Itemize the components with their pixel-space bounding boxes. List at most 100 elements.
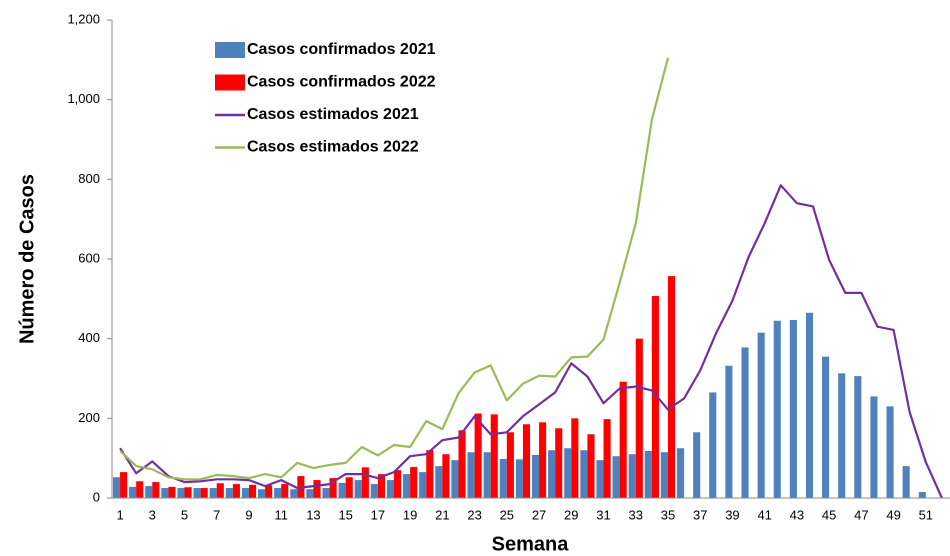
x-tick-label: 15 [338,507,352,522]
line [119,184,943,499]
bar [677,448,685,498]
bar [313,480,321,498]
bar [805,312,814,498]
legend-swatch [215,42,245,58]
bar [361,467,369,498]
bar [644,450,652,498]
bar [822,356,830,498]
bar [232,484,240,498]
bar [442,454,450,498]
bar [467,452,475,498]
y-tick-label: 200 [78,410,100,425]
bar [531,454,540,498]
y-axis-title: Número de Casos [16,174,38,344]
bar [458,430,466,498]
bar [555,428,563,498]
legend-label: Casos estimados 2021 [247,106,419,123]
x-tick-label: 19 [403,507,417,522]
bar [152,482,160,498]
legend-label: Casos confirmados 2022 [247,74,436,91]
x-tick-label: 1 [116,507,123,522]
x-tick-label: 23 [467,507,481,522]
x-tick-label: 39 [725,507,739,522]
bar [200,488,208,498]
y-tick-label: 1,000 [67,91,100,106]
bar [345,477,353,498]
x-tick-label: 43 [790,507,804,522]
x-tick-label: 29 [564,507,578,522]
bar [693,432,701,498]
x-tick-label: 37 [693,507,707,522]
legend-label: Casos confirmados 2021 [247,41,436,58]
x-tick-label: 49 [886,507,900,522]
bar [241,488,249,498]
x-tick-label: 27 [532,507,546,522]
bar [354,480,362,498]
bar [773,320,781,498]
bar [499,458,507,498]
x-tick-label: 5 [181,507,188,522]
bar [145,486,153,498]
bar [136,481,144,498]
legend-swatch [215,74,245,91]
x-tick-label: 51 [919,507,933,522]
bar [612,456,620,498]
x-tick-label: 47 [854,507,868,522]
y-tick-label: 800 [78,171,100,186]
bar [209,488,217,498]
bar [410,466,418,498]
bar [709,392,717,498]
bar [394,470,402,498]
bar [483,452,491,498]
bar [619,381,627,498]
bar [426,450,434,498]
bar [506,432,514,498]
x-tick-label: 17 [371,507,385,522]
legend-label: Casos estimados 2022 [247,139,419,156]
bar [281,484,289,498]
bar [193,488,201,498]
bar [225,488,233,498]
bar [628,454,636,498]
bar [548,450,556,498]
x-tick-label: 13 [306,507,320,522]
bar [667,276,676,498]
x-tick-label: 41 [757,507,771,522]
line [119,57,670,481]
bar [112,477,121,498]
x-tick-label: 25 [500,507,514,522]
bar [886,406,894,498]
bar [539,422,547,498]
bar [322,488,330,498]
bar [789,319,797,498]
x-tick-label: 3 [149,507,156,522]
bar [490,414,498,498]
x-tick-label: 11 [274,507,288,522]
bar [451,460,459,498]
bar [660,452,668,498]
x-tick-label: 21 [435,507,449,522]
x-axis-title: Semana [492,533,570,555]
y-tick-label: 600 [78,250,100,265]
bar [177,488,185,498]
bar [580,450,588,498]
bar [419,472,427,498]
bar [596,460,604,498]
bar [258,489,266,498]
bar [564,448,572,498]
bar [120,472,128,498]
bar [571,418,579,498]
bar [838,373,846,498]
bar [129,486,137,498]
bar [168,486,176,498]
bar [741,347,749,498]
y-tick-label: 1,200 [67,11,100,26]
bar [902,466,910,498]
bar [854,376,862,498]
bar [216,483,224,498]
bar [329,478,337,498]
bar [870,396,878,498]
bar [184,487,192,498]
bar [474,413,482,498]
